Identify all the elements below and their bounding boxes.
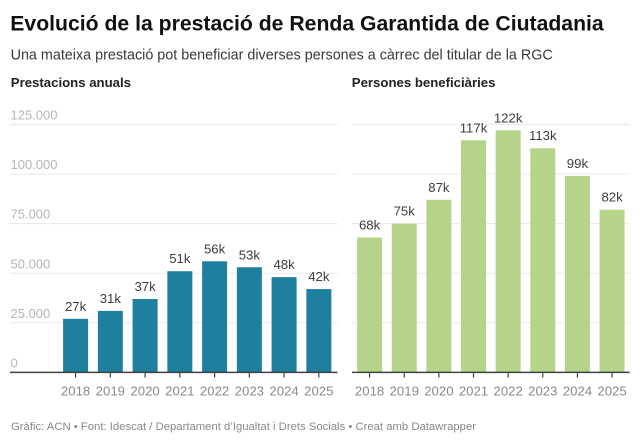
svg-text:48k: 48k: [273, 257, 295, 272]
svg-text:2023: 2023: [528, 383, 557, 398]
svg-text:50.000: 50.000: [11, 256, 51, 271]
svg-text:2018: 2018: [61, 383, 90, 398]
svg-text:2019: 2019: [96, 383, 125, 398]
svg-text:82k: 82k: [601, 190, 623, 205]
svg-text:2020: 2020: [130, 383, 159, 398]
svg-text:Gràfic: ACN • Font: Idescat /: Gràfic: ACN • Font: Idescat / Departamen…: [11, 421, 476, 433]
svg-text:2018: 2018: [355, 383, 384, 398]
svg-text:53k: 53k: [239, 247, 261, 262]
svg-text:2024: 2024: [563, 383, 592, 398]
svg-text:2025: 2025: [304, 383, 333, 398]
svg-text:75.000: 75.000: [11, 207, 51, 222]
svg-text:31k: 31k: [100, 291, 122, 306]
svg-text:37k: 37k: [134, 279, 156, 294]
svg-text:75k: 75k: [394, 204, 416, 219]
svg-text:2023: 2023: [235, 383, 264, 398]
svg-text:2020: 2020: [424, 383, 453, 398]
svg-text:Prestacions anuals: Prestacions anuals: [11, 75, 131, 90]
svg-text:87k: 87k: [428, 180, 450, 195]
svg-text:56k: 56k: [204, 241, 226, 256]
svg-text:117k: 117k: [460, 120, 488, 135]
svg-text:2021: 2021: [165, 383, 194, 398]
svg-text:25.000: 25.000: [11, 306, 51, 321]
svg-text:68k: 68k: [359, 217, 381, 232]
svg-text:2022: 2022: [493, 383, 522, 398]
svg-text:99k: 99k: [567, 156, 589, 171]
svg-text:100.000: 100.000: [11, 157, 58, 172]
svg-text:113k: 113k: [529, 128, 557, 143]
svg-text:42k: 42k: [308, 269, 330, 284]
svg-text:0: 0: [11, 356, 18, 371]
svg-text:Persones beneficiàries: Persones beneficiàries: [352, 75, 496, 90]
svg-text:2021: 2021: [459, 383, 488, 398]
svg-text:Una mateixa prestació pot bene: Una mateixa prestació pot beneficiar div…: [11, 47, 553, 63]
svg-text:125.000: 125.000: [11, 108, 58, 123]
svg-text:122k: 122k: [494, 110, 523, 125]
svg-text:Evolució de la prestació de Re: Evolució de la prestació de Renda Garant…: [10, 13, 604, 36]
svg-text:2025: 2025: [597, 383, 626, 398]
svg-text:2022: 2022: [200, 383, 229, 398]
svg-text:51k: 51k: [169, 251, 191, 266]
svg-text:27k: 27k: [65, 299, 87, 314]
svg-text:2019: 2019: [390, 383, 419, 398]
svg-text:2024: 2024: [269, 383, 298, 398]
